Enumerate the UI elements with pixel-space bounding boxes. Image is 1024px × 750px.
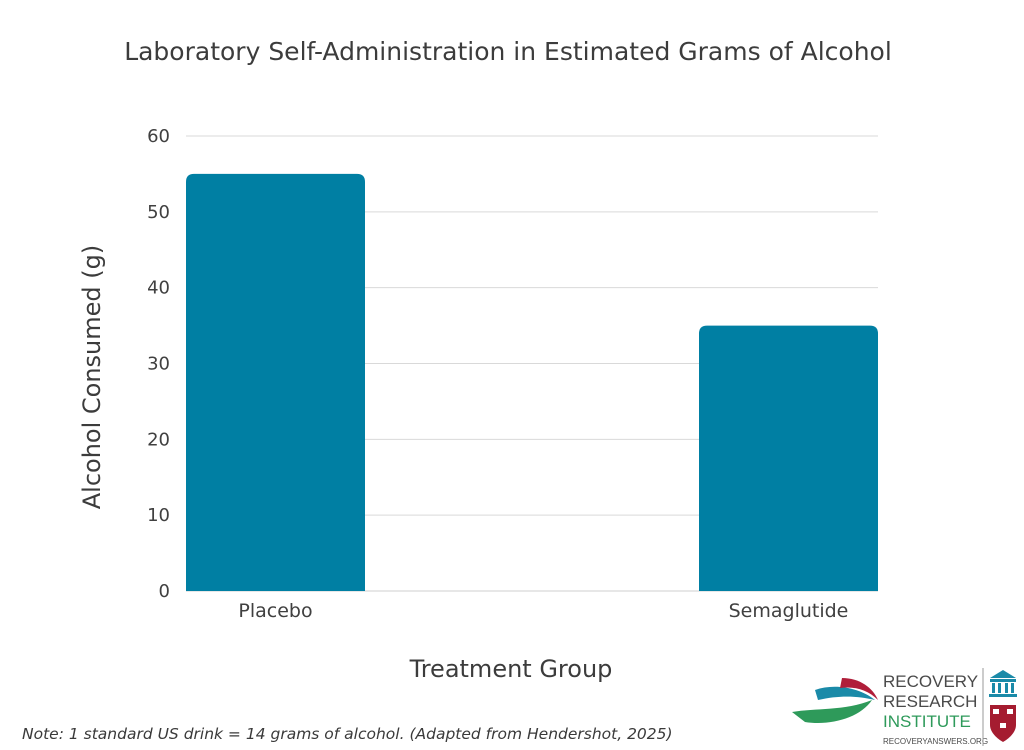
logo-red-swoosh xyxy=(840,678,878,700)
y-tick-label: 30 xyxy=(147,354,170,375)
x-tick-labels: Placebo Semaglutide xyxy=(238,600,848,622)
shield-icon xyxy=(990,705,1016,742)
bar-semaglutide xyxy=(699,325,878,591)
y-tick-label: 50 xyxy=(147,202,170,223)
chart-title: Laboratory Self-Administration in Estima… xyxy=(124,37,892,66)
logo-line2: RESEARCH xyxy=(883,692,977,711)
y-tick-label: 10 xyxy=(147,505,170,526)
y-tick-label: 20 xyxy=(147,429,170,450)
x-tick-label: Semaglutide xyxy=(729,600,849,622)
y-tick-label: 60 xyxy=(147,126,170,147)
logo-green-swoosh xyxy=(792,700,872,724)
y-axis-title: Alcohol Consumed (g) xyxy=(78,245,106,510)
y-tick-label: 0 xyxy=(159,581,170,602)
logo-teal-swoosh xyxy=(815,686,875,700)
bar-placebo xyxy=(186,173,365,591)
building-icon xyxy=(989,670,1017,697)
logo-line1: RECOVERY xyxy=(883,672,978,691)
y-tick-label: 40 xyxy=(147,278,170,299)
logo-url: RECOVERYANSWERS.ORG xyxy=(883,737,988,746)
footnote: Note: 1 standard US drink = 14 grams of … xyxy=(22,725,673,743)
y-ticks: 0 10 20 30 40 50 60 xyxy=(147,126,170,602)
bars xyxy=(186,173,878,591)
logo-line3: INSTITUTE xyxy=(883,712,971,731)
x-axis-title: Treatment Group xyxy=(409,655,613,683)
x-tick-label: Placebo xyxy=(238,600,312,622)
recovery-research-institute-logo: RECOVERY RESEARCH INSTITUTE RECOVERYANSW… xyxy=(792,668,1017,746)
